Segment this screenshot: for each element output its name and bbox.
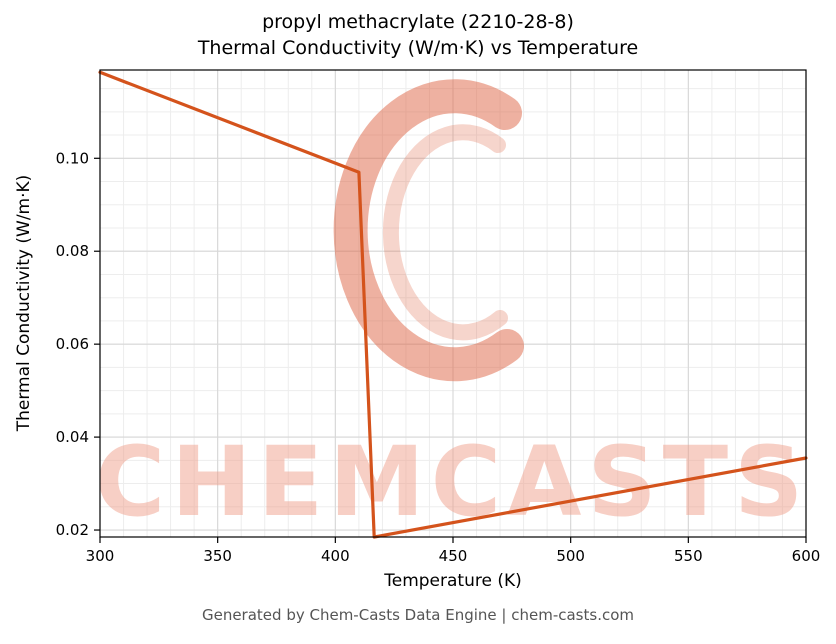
x-axis-label: Temperature (K) xyxy=(384,571,522,591)
svg-text:600: 600 xyxy=(792,547,821,565)
svg-text:550: 550 xyxy=(674,547,703,565)
watermark-text: CHEMCASTS xyxy=(95,426,809,538)
svg-text:350: 350 xyxy=(203,547,232,565)
svg-text:0.08: 0.08 xyxy=(56,242,89,260)
series-line xyxy=(98,70,808,539)
svg-text:0.10: 0.10 xyxy=(56,149,89,167)
svg-text:400: 400 xyxy=(321,547,350,565)
footer-attribution: Generated by Chem-Casts Data Engine | ch… xyxy=(201,606,635,624)
chart-title-line-2: Thermal Conductivity (W/m·K) vs Temperat… xyxy=(197,37,639,59)
svg-text:0.06: 0.06 xyxy=(56,335,89,353)
svg-text:450: 450 xyxy=(439,547,468,565)
watermark-logo-icon xyxy=(333,79,524,382)
svg-text:300: 300 xyxy=(86,547,115,565)
svg-text:500: 500 xyxy=(556,547,585,565)
chart-title-line-1: propyl methacrylate (2210-28-8) xyxy=(262,11,574,33)
axis-ticks: 300 350 400 450 500 550 600 0.02 0.04 0.06 0.08 0.1… xyxy=(56,149,821,565)
svg-text:0.04: 0.04 xyxy=(56,428,89,446)
svg-text:0.02: 0.02 xyxy=(56,521,89,539)
y-axis-label: Thermal Conductivity (W/m·K) xyxy=(14,174,34,432)
